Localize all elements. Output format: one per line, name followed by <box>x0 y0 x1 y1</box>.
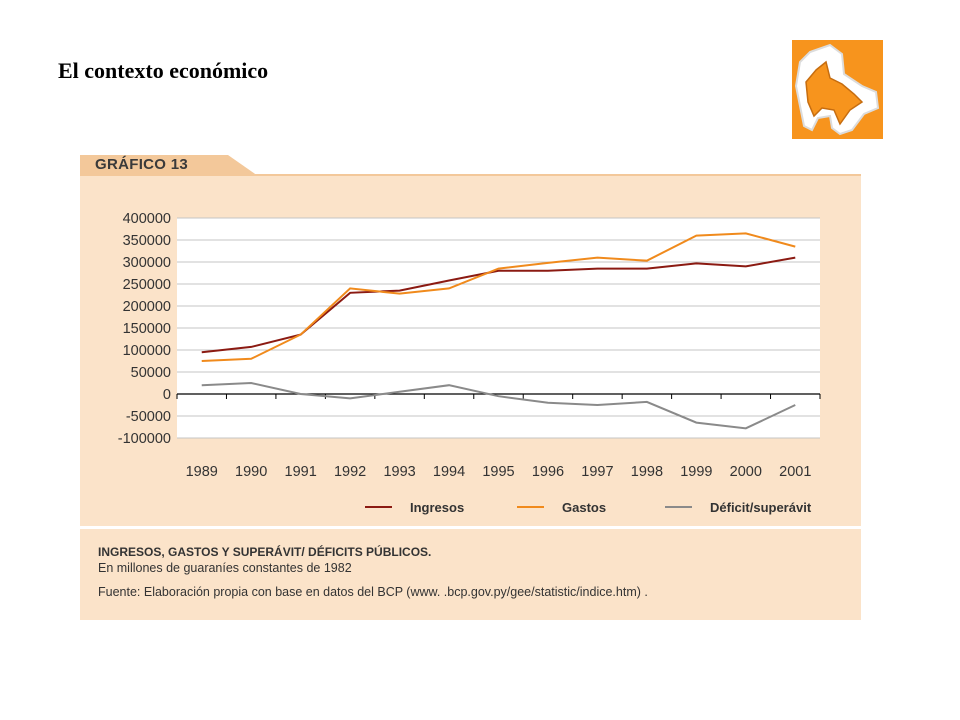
y-tick-label: 300000 <box>123 255 171 271</box>
line-chart: 400000 350000 300000 250000 200000 150000 1000… <box>118 211 821 515</box>
x-tick-labels: 1989 1990 1991 1992 1993 1994 1995 1996 1997 1998… <box>186 464 812 480</box>
y-tick-label: 50000 <box>131 365 171 381</box>
caption-title: INGRESOS, GASTOS Y SUPERÁVIT/ DÉFICITS P… <box>98 545 432 559</box>
x-tick-label: 1996 <box>532 464 564 480</box>
y-tick-label: 400000 <box>123 211 171 227</box>
x-tick-label: 1990 <box>235 464 267 480</box>
caption-source: Fuente: Elaboración propia con base en d… <box>98 585 648 599</box>
y-tick-label: -50000 <box>126 409 171 425</box>
x-tick-label: 1999 <box>680 464 712 480</box>
x-tick-label: 2001 <box>779 464 811 480</box>
y-tick-label: 200000 <box>123 299 171 315</box>
x-tick-label: 1995 <box>482 464 514 480</box>
legend: Ingresos Gastos Déficit/superávit <box>365 500 812 515</box>
legend-label: Déficit/superávit <box>710 500 812 515</box>
x-tick-label: 1992 <box>334 464 366 480</box>
series-line-gastos <box>201 232 796 362</box>
x-tick-label: 1989 <box>186 464 218 480</box>
caption-panel: INGRESOS, GASTOS Y SUPERÁVIT/ DÉFICITS P… <box>80 529 861 620</box>
series-line-d-ficit-super-vit <box>201 381 796 430</box>
tab-shape <box>80 155 258 176</box>
y-tick-label: -100000 <box>118 431 171 447</box>
x-tick-label: 1991 <box>285 464 317 480</box>
x-tick-label: 1994 <box>433 464 465 480</box>
tab-rule <box>80 174 861 176</box>
chart-figure: GRÁFICO 13 400000 350000 300000 250000 20000… <box>80 155 861 620</box>
series-lines <box>201 232 796 430</box>
chart-grid <box>176 217 821 439</box>
x-tick-label: 1997 <box>581 464 613 480</box>
chart-panel: 400000 350000 300000 250000 200000 150000 1000… <box>80 176 861 526</box>
slide-title: El contexto económico <box>58 58 269 83</box>
y-tick-labels: 400000 350000 300000 250000 200000 150000 1000… <box>118 211 171 447</box>
y-tick-label: 350000 <box>123 233 171 249</box>
logo <box>792 40 883 139</box>
x-tick-label: 1993 <box>383 464 415 480</box>
caption-subtitle: En millones de guaraníes constantes de 1… <box>98 561 352 575</box>
legend-label: Ingresos <box>410 500 464 515</box>
x-tick-label: 1998 <box>631 464 663 480</box>
x-tick-label: 2000 <box>730 464 762 480</box>
y-tick-label: 250000 <box>123 277 171 293</box>
legend-label: Gastos <box>562 500 606 515</box>
y-tick-label: 100000 <box>123 343 171 359</box>
y-tick-label: 0 <box>163 387 171 403</box>
chart-tab-label: GRÁFICO 13 <box>95 156 189 173</box>
y-tick-label: 150000 <box>123 321 171 337</box>
